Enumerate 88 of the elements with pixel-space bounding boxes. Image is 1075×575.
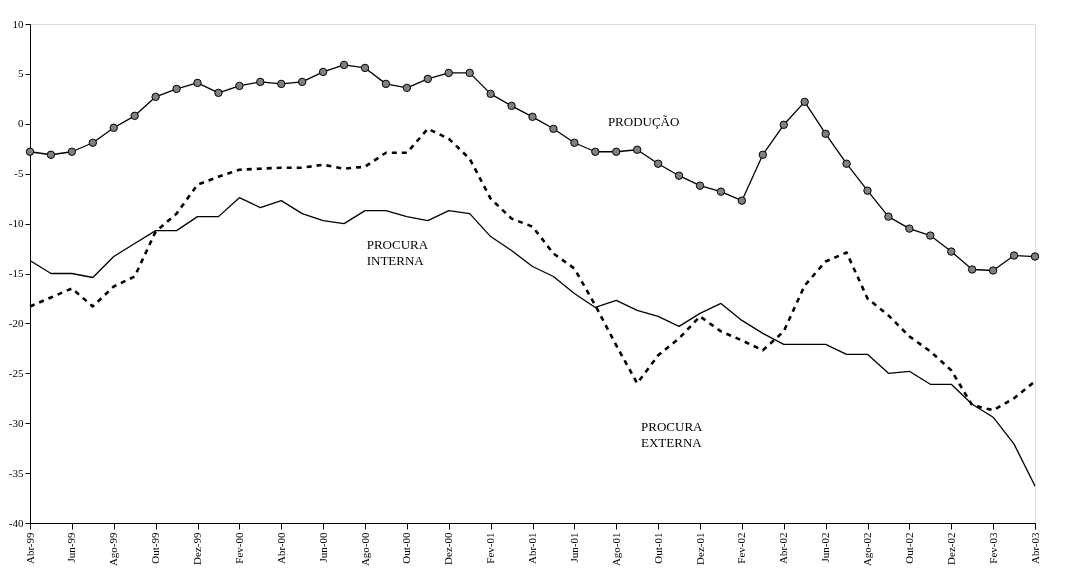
point <box>130 111 139 121</box>
y-tick-label: -30 <box>8 416 24 429</box>
point <box>591 147 600 156</box>
x-tick-label: Abr-02 <box>777 532 790 565</box>
point <box>926 231 935 240</box>
point <box>486 89 495 99</box>
point <box>507 101 516 111</box>
point <box>716 187 726 196</box>
x-tick-label: Abr-99 <box>23 532 36 565</box>
x-tick-label: Out-00 <box>400 532 413 564</box>
point <box>612 147 621 156</box>
x-tick-label: Out-01 <box>651 532 664 564</box>
y-tick-label: 10 <box>12 17 24 30</box>
series-label: PROCURA INTERNA <box>366 236 429 268</box>
point <box>46 150 56 159</box>
point <box>695 181 705 190</box>
x-tick-label: Jun-00 <box>316 532 329 563</box>
point <box>109 123 118 132</box>
point <box>905 224 914 233</box>
y-tick-label: -15 <box>8 267 24 279</box>
point <box>465 68 474 78</box>
x-tick-label: Dez-01 <box>693 532 706 565</box>
point <box>88 138 98 147</box>
point <box>67 147 77 156</box>
x-tick-label: Fev-03 <box>986 532 999 564</box>
y-tick-label: -5 <box>14 167 24 180</box>
point <box>1030 252 1040 261</box>
point <box>318 67 328 77</box>
x-tick-label: Dez-99 <box>191 532 203 565</box>
point <box>402 83 412 93</box>
point <box>528 112 537 122</box>
point <box>151 92 160 102</box>
point <box>172 84 181 94</box>
point <box>884 212 893 221</box>
x-tick-label: Abr-03 <box>1028 532 1041 565</box>
x-tick-label: Ago-00 <box>358 532 371 567</box>
point <box>297 77 307 87</box>
x-tick-label: Jun-02 <box>819 532 832 563</box>
x-tick-label: Dez-02 <box>944 532 957 565</box>
text: PROCURA EXTERNA <box>641 418 704 450</box>
x-tick-label: Jun-01 <box>567 532 580 563</box>
x-tick-label: Jun-99 <box>65 532 78 563</box>
point <box>235 81 244 91</box>
point <box>779 120 788 129</box>
point <box>193 78 202 88</box>
x-tick-label: Fev-01 <box>484 532 497 564</box>
point <box>570 138 579 147</box>
point <box>632 145 642 154</box>
point <box>863 186 872 195</box>
point <box>277 79 286 89</box>
point <box>339 60 349 70</box>
x-tick-label: Ago-99 <box>107 532 120 567</box>
y-tick-label: -10 <box>8 217 24 230</box>
x-tick-label: Out-02 <box>902 532 915 564</box>
y-tick-label: 0 <box>18 117 24 130</box>
point <box>988 266 998 275</box>
y-tick-label: -20 <box>8 316 24 329</box>
x-tick-label: Out-99 <box>149 532 162 564</box>
point <box>821 129 830 138</box>
point <box>444 68 453 78</box>
point <box>967 265 977 274</box>
point <box>423 74 433 84</box>
point <box>1009 251 1019 260</box>
point <box>800 97 809 107</box>
point <box>256 77 265 87</box>
x-tick-label: Fev-00 <box>232 532 245 564</box>
point <box>360 63 370 73</box>
y-tick-label: -25 <box>8 366 24 379</box>
x-tick-label: Abr-00 <box>274 532 287 565</box>
point <box>947 247 956 256</box>
point <box>214 88 223 98</box>
point <box>737 196 747 205</box>
point <box>758 150 768 159</box>
series-label: PRODUÇÃO <box>607 114 680 130</box>
point <box>549 124 558 133</box>
x-tick-label: Ago-01 <box>609 532 622 567</box>
y-tick-label: 5 <box>18 67 24 80</box>
x-tick-label: Fev-02 <box>735 532 748 564</box>
y-tick-label: -40 <box>8 516 24 529</box>
point <box>842 159 851 168</box>
point <box>381 79 391 89</box>
x-tick-label: Dez-00 <box>442 532 455 565</box>
x-tick-label: Abr-01 <box>526 532 538 565</box>
y-tick-label: -35 <box>8 466 24 479</box>
x-tick-label: Ago-02 <box>861 532 873 567</box>
point <box>653 159 663 168</box>
point <box>25 147 35 156</box>
point <box>674 171 684 180</box>
